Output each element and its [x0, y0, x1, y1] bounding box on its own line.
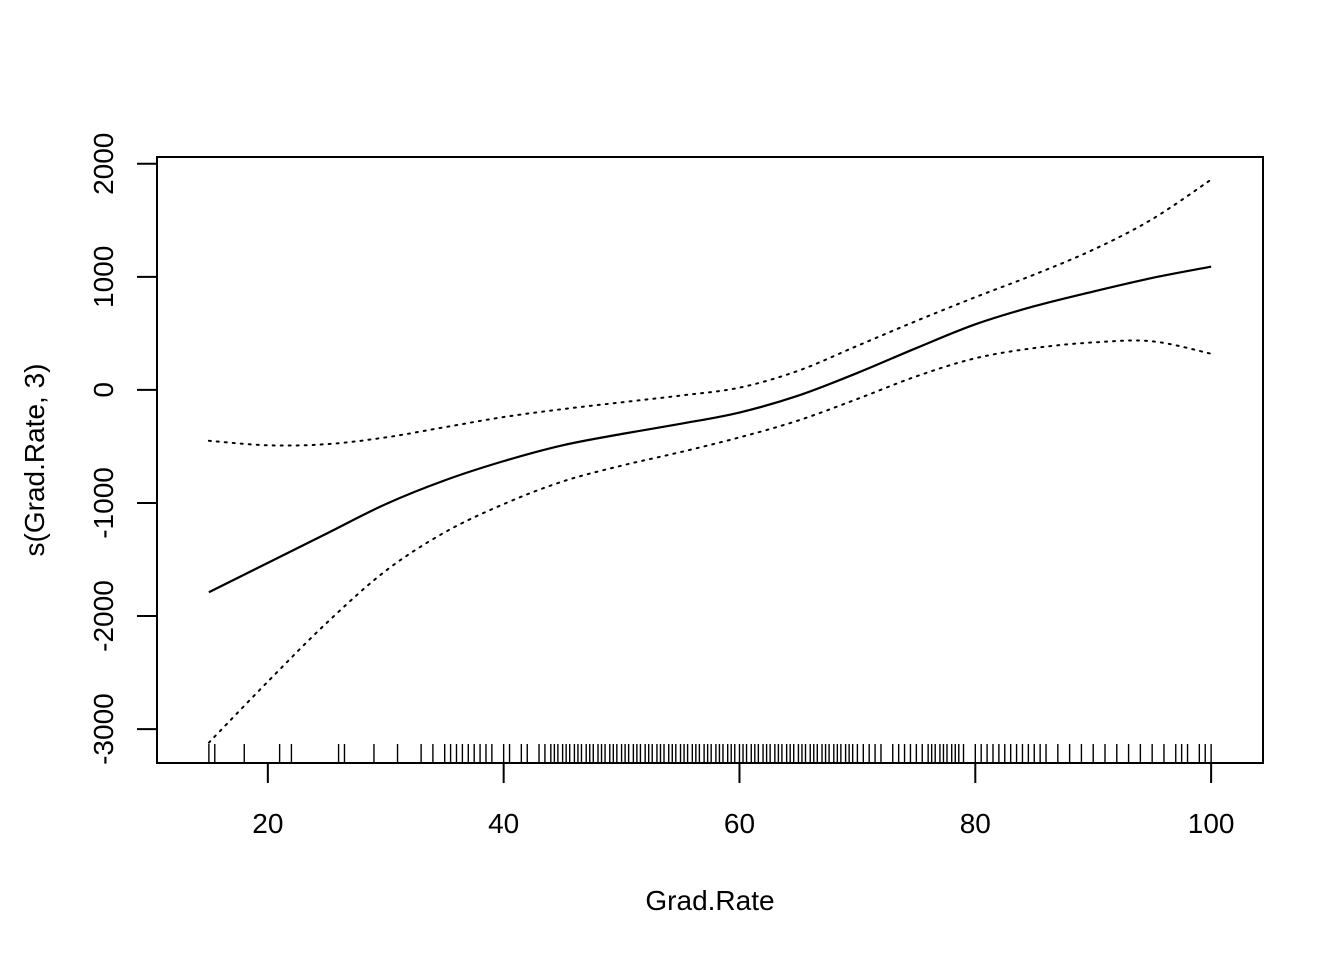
x-tick-label: 20	[252, 808, 283, 839]
x-tick-label: 100	[1188, 808, 1235, 839]
y-tick-label: -3000	[88, 693, 119, 765]
smooth-fit-line	[208, 265, 1212, 594]
y-axis: -3000 -2000 -1000 0 1000 2000	[88, 133, 158, 765]
y-axis-label: s(Grad.Rate, 3)	[19, 364, 50, 557]
lower-band-line	[207, 339, 1213, 744]
y-tick-label: 1000	[88, 246, 119, 308]
y-tick-label: -1000	[88, 467, 119, 539]
x-axis-label: Grad.Rate	[645, 885, 774, 916]
y-tick-label: -2000	[88, 580, 119, 652]
x-tick-label: 40	[488, 808, 519, 839]
x-tick-label: 60	[724, 808, 755, 839]
y-tick-label: 2000	[88, 133, 119, 195]
rug	[208, 744, 1212, 763]
y-tick-label: 0	[88, 382, 119, 398]
series-group	[207, 178, 1213, 744]
x-axis: 20 40 60 80 100	[252, 762, 1235, 839]
upper-band-line	[207, 178, 1213, 447]
x-tick-label: 80	[960, 808, 991, 839]
